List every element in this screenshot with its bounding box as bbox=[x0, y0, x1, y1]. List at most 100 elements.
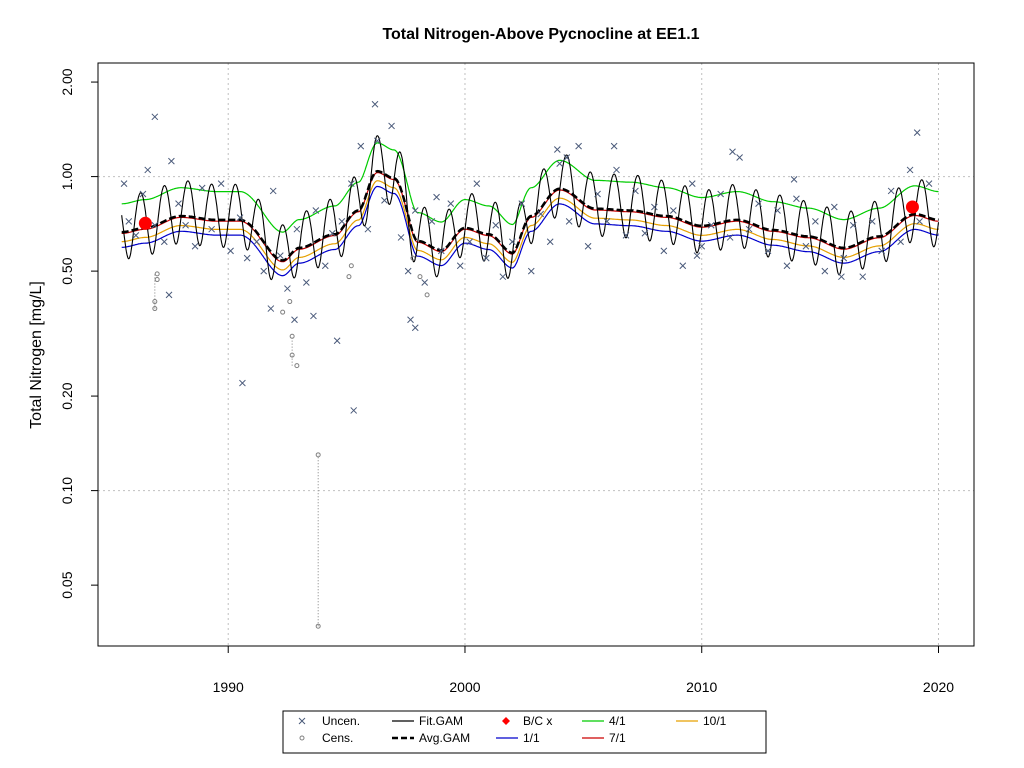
legend-item-fit_gam: Fit.GAM bbox=[392, 714, 463, 728]
uncensored-point-100 bbox=[151, 113, 159, 121]
uncensored-point-91 bbox=[925, 180, 933, 187]
y-tick-label-5: 2.00 bbox=[59, 68, 75, 95]
uncensored-point-26 bbox=[329, 229, 336, 237]
uncensored-point-47 bbox=[508, 238, 516, 246]
uncensored-point-105 bbox=[693, 252, 701, 260]
uncensored-point-45 bbox=[492, 221, 500, 229]
uncensored-point-34 bbox=[397, 234, 405, 241]
uncensored-point-59 bbox=[622, 231, 630, 239]
uncensored-point-10 bbox=[191, 242, 199, 250]
uncensored-point-72 bbox=[745, 225, 753, 233]
censored-point-6 bbox=[289, 333, 295, 339]
uncensored-point-52 bbox=[556, 160, 564, 167]
uncensored-point-37 bbox=[421, 279, 429, 286]
censored-point-4 bbox=[280, 309, 286, 315]
censored-point-3 bbox=[154, 271, 160, 277]
uncensored-point-92 bbox=[165, 291, 173, 299]
uncensored-point-56 bbox=[594, 190, 601, 198]
legend-label-fit_gam: Fit.GAM bbox=[419, 714, 463, 728]
x-tick-label-2010: 2010 bbox=[686, 679, 717, 695]
legend-item-d41: 4/1 bbox=[582, 714, 626, 728]
uncensored-point-57 bbox=[603, 218, 611, 225]
legend-symbol-uncen bbox=[298, 717, 306, 725]
legend-label-d41: 4/1 bbox=[609, 714, 626, 728]
uncensored-point-74 bbox=[764, 247, 772, 255]
uncensored-point-13 bbox=[217, 180, 225, 187]
y-tick-label-2: 0.20 bbox=[59, 382, 75, 409]
uncensored-point-97 bbox=[563, 154, 571, 161]
uncensored-point-38 bbox=[428, 218, 436, 225]
x-tick-label-2020: 2020 bbox=[923, 679, 954, 695]
uncensored-point-83 bbox=[849, 221, 857, 229]
uncensored-point-17 bbox=[253, 238, 260, 246]
uncensored-point-31 bbox=[374, 137, 381, 145]
series-line-1-1 bbox=[121, 185, 939, 277]
uncensored-point-75 bbox=[774, 207, 781, 214]
censored-point-2 bbox=[154, 277, 160, 283]
uncensored-point-30 bbox=[364, 225, 372, 233]
uncensored-point-107 bbox=[239, 379, 246, 387]
uncensored-point-11 bbox=[198, 184, 206, 192]
uncensored-point-23 bbox=[302, 279, 310, 286]
chart-title: Total Nitrogen-Above Pycnocline at EE1.1 bbox=[382, 26, 699, 43]
uncensored-point-32 bbox=[381, 197, 388, 204]
uncensored-point-14 bbox=[227, 247, 234, 255]
uncensored-point-46 bbox=[499, 273, 507, 281]
uncensored-point-62 bbox=[651, 203, 658, 211]
censored-point-13 bbox=[410, 255, 416, 261]
uncensored-point-33 bbox=[388, 122, 395, 130]
uncensored-point-3 bbox=[139, 190, 147, 198]
uncensored-point-111 bbox=[790, 175, 798, 183]
censored-point-12 bbox=[348, 263, 354, 269]
uncensored-point-20 bbox=[276, 252, 284, 260]
uncensored-point-103 bbox=[433, 193, 440, 201]
censored-point-9 bbox=[315, 452, 321, 458]
series-lines bbox=[121, 135, 940, 281]
uncensored-point-106 bbox=[838, 273, 845, 281]
censored-point-10 bbox=[315, 623, 321, 629]
uncensored-point-102 bbox=[350, 407, 358, 414]
uncensored-point-98 bbox=[729, 148, 736, 156]
uncensored-point-85 bbox=[868, 218, 876, 225]
uncensored-point-39 bbox=[437, 247, 445, 255]
censored-point-7 bbox=[289, 352, 295, 358]
uncensored-point-55 bbox=[584, 242, 592, 250]
censored-point-14 bbox=[417, 274, 423, 280]
uncensored-point-71 bbox=[736, 154, 743, 161]
uncensored-point-1 bbox=[125, 218, 133, 225]
uncensored-point-51 bbox=[546, 238, 554, 246]
bc-point-0 bbox=[138, 216, 152, 230]
uncensored-point-93 bbox=[267, 305, 275, 312]
legend-item-uncen: Uncen. bbox=[298, 714, 360, 728]
uncensored-point-89 bbox=[906, 166, 914, 174]
censored-point-1 bbox=[152, 299, 158, 305]
x-tick-label-1990: 1990 bbox=[213, 679, 244, 695]
series-line-4-1 bbox=[121, 142, 939, 233]
legend: Uncen. Cens. Fit.GAM Avg.GAM B/C x 1/1 4/1 7/1 1… bbox=[282, 710, 767, 754]
uncensored-point-7 bbox=[168, 157, 175, 165]
uncensored-point-101 bbox=[291, 316, 298, 324]
uncensored-point-80 bbox=[821, 267, 829, 275]
uncensored-point-43 bbox=[473, 180, 481, 187]
uncensored-point-16 bbox=[243, 254, 251, 262]
uncensored-point-70 bbox=[726, 234, 734, 241]
uncensored-point-64 bbox=[669, 207, 677, 214]
uncensored-point-41 bbox=[456, 262, 464, 270]
uncensored-point-104 bbox=[553, 146, 561, 153]
legend-label-d11: 1/1 bbox=[523, 731, 540, 745]
uncensored-point-76 bbox=[783, 262, 791, 270]
uncensored-point-69 bbox=[717, 190, 725, 198]
uncensored-point-60 bbox=[632, 187, 639, 195]
censored-point-0 bbox=[152, 306, 158, 312]
uncensored-point-25 bbox=[321, 262, 329, 270]
y-tick-label-0: 0.05 bbox=[59, 571, 75, 598]
uncensored-point-21 bbox=[284, 285, 291, 292]
uncensored-point-63 bbox=[660, 247, 668, 255]
uncensored-point-6 bbox=[160, 238, 168, 246]
uncensored-point-9 bbox=[182, 221, 189, 229]
uncensored-point-86 bbox=[878, 247, 886, 255]
legend-item-avg_gam: Avg.GAM bbox=[392, 731, 470, 745]
y-tick-label-3: 0.50 bbox=[59, 257, 75, 284]
legend-item-d71: 7/1 bbox=[582, 731, 626, 745]
